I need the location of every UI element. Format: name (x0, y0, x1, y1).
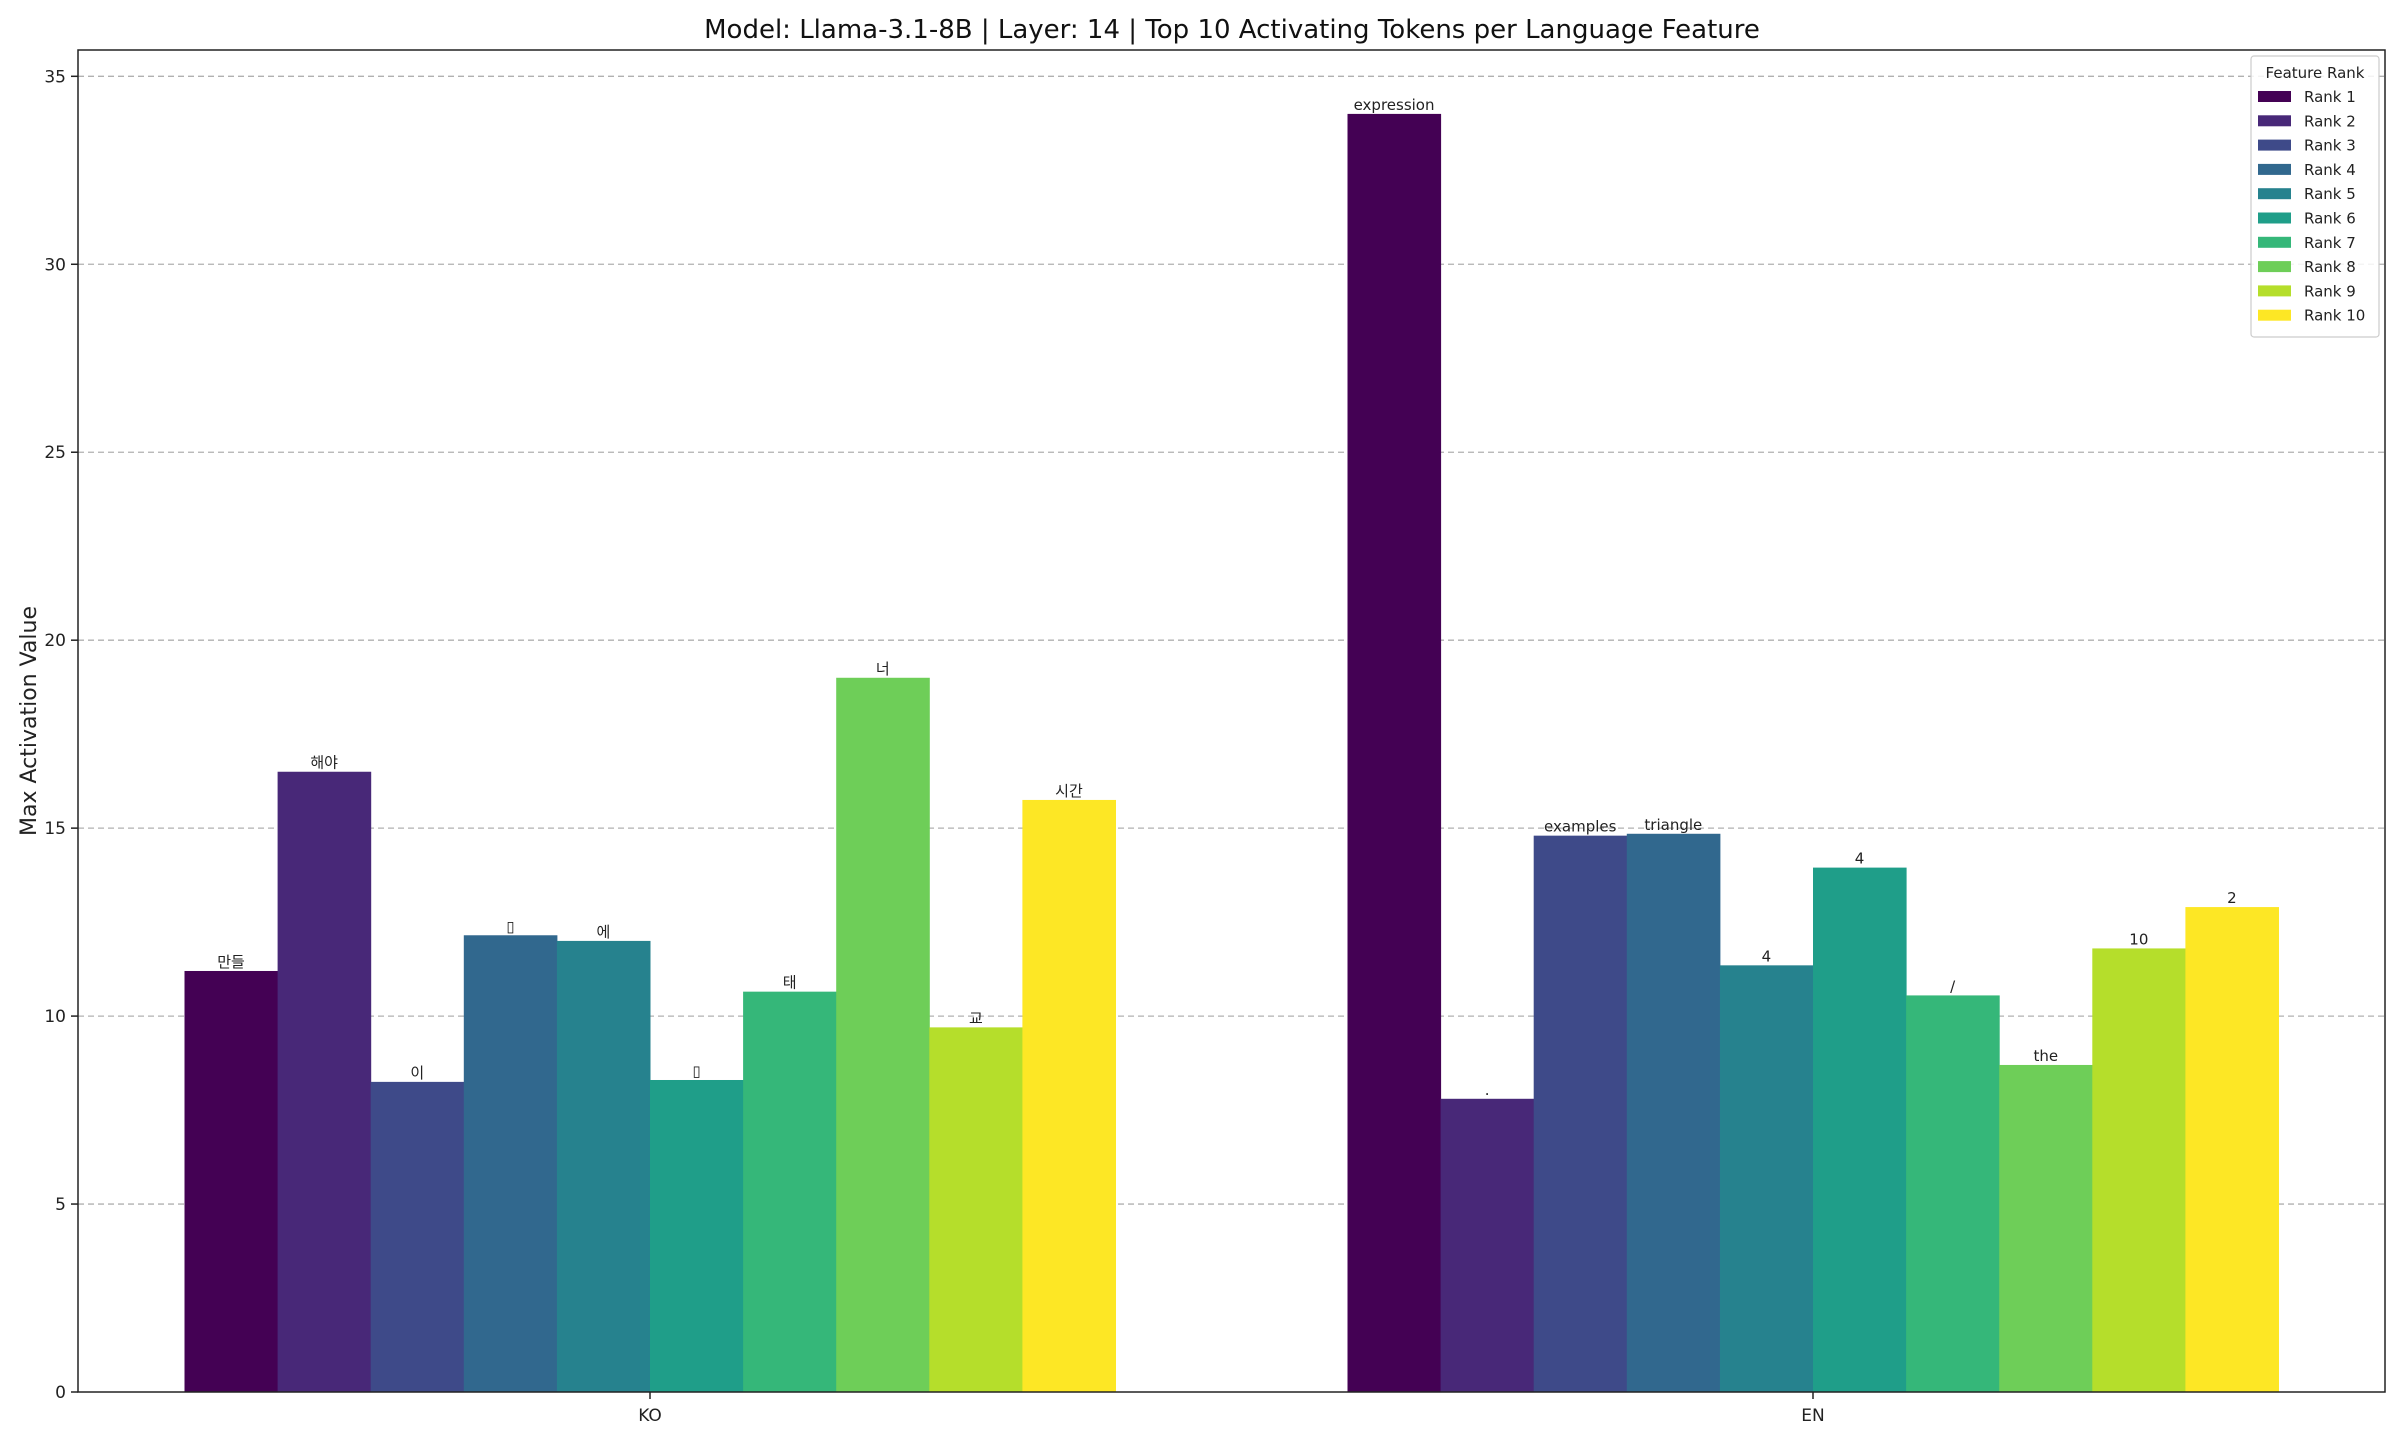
y-tick-label: 10 (44, 1007, 66, 1027)
legend: Feature Rank Rank 1 Rank 2 Rank 3 Rank 4 Rank… (2250, 55, 2380, 338)
legend-entry-label: Rank 1 (2304, 88, 2356, 106)
x-axis-ticks: KO EN (638, 1392, 1825, 1426)
bar-token-label: 만들 (217, 953, 245, 971)
legend-entry-label: Rank 6 (2304, 210, 2356, 228)
legend-entry-label: Rank 7 (2304, 234, 2356, 252)
bar-token-label: the (2033, 1047, 2058, 1065)
bar (1533, 835, 1628, 1392)
legend-entry-label: Rank 5 (2304, 185, 2356, 203)
legend-swatch (2258, 91, 2291, 102)
legend-entry-label: Rank 4 (2304, 161, 2356, 179)
bar (1719, 965, 1814, 1392)
legend-entry-label: Rank 10 (2304, 307, 2365, 325)
bar-token-label: . (1485, 1081, 1490, 1099)
bar-token-label: 4 (1855, 850, 1865, 868)
legend-swatch (2258, 139, 2291, 151)
bar-token-label: ▯ (506, 917, 514, 935)
legend-entry-label: Rank 8 (2304, 258, 2356, 276)
legend-entry-label: Rank 3 (2304, 137, 2356, 155)
bar (2092, 948, 2186, 1392)
bar (1022, 799, 1116, 1392)
y-tick-label: 0 (55, 1383, 66, 1403)
x-tick-label: KO (638, 1406, 662, 1426)
bar (1906, 995, 2000, 1392)
bar-token-labels: 만들 expression 해야. 이 examples ▯ triangle 에 4 ▯ 4 태 / 너… (217, 96, 2236, 1099)
y-tick-label: 20 (44, 631, 66, 651)
bar-token-label: expression (1354, 96, 1435, 114)
y-axis-label: Max Activation Value (17, 606, 42, 836)
grid-lines (78, 75, 2385, 1205)
bar (184, 970, 279, 1392)
bar (2185, 907, 2279, 1392)
x-tick-label: EN (1801, 1406, 1824, 1426)
bar-token-label: ▯ (692, 1062, 700, 1080)
bar-series (184, 113, 2279, 1392)
bar (743, 991, 837, 1392)
legend-swatch (2258, 115, 2291, 127)
legend-swatch (2258, 309, 2291, 321)
bar-token-label: 에 (597, 923, 611, 941)
y-tick-label: 15 (44, 819, 66, 839)
legend-swatch (2258, 212, 2291, 224)
bar-token-label: / (1950, 977, 1956, 995)
bar-token-label: 2 (2227, 889, 2237, 907)
bar (650, 1079, 744, 1392)
y-tick-label: 25 (44, 443, 66, 463)
bar (929, 1027, 1023, 1392)
bar-token-label: triangle (1644, 816, 1702, 834)
bar-token-label: 이 (410, 1064, 424, 1082)
bar (556, 940, 651, 1392)
bar (370, 1081, 465, 1392)
legend-swatch (2258, 261, 2291, 273)
legend-swatch (2258, 188, 2291, 200)
bar (1347, 113, 1442, 1392)
y-axis-ticks: 0 5 10 15 20 25 30 35 (44, 67, 78, 1403)
y-tick-label: 30 (44, 255, 66, 275)
legend-swatch (2258, 285, 2291, 297)
bar (1813, 867, 1907, 1392)
y-tick-label: 35 (44, 67, 66, 87)
legend-swatch (2258, 163, 2291, 175)
bar (836, 677, 930, 1392)
y-tick-label: 5 (55, 1195, 66, 1215)
bar-token-label: 해야 (310, 754, 338, 772)
bar (1999, 1064, 2093, 1392)
legend-swatch (2258, 236, 2291, 248)
legend-title: Feature Rank (2266, 64, 2365, 82)
bar-token-label: 4 (1762, 947, 1772, 965)
bar-token-label: 시간 (1055, 782, 1083, 800)
bar-token-label: 너 (876, 660, 890, 678)
plot-area-frame (77, 49, 2386, 1393)
bar (1440, 1098, 1535, 1392)
bar-token-label: 10 (2129, 930, 2148, 948)
legend-entry-label: Rank 9 (2304, 282, 2356, 300)
bar (463, 935, 558, 1392)
bar (1626, 833, 1721, 1392)
chart-title: Model: Llama-3.1-8B | Layer: 14 | Top 10… (704, 15, 1760, 45)
bar-token-label: 교 (969, 1009, 983, 1027)
bar-token-label: examples (1544, 818, 1617, 836)
bar-token-label: 태 (783, 974, 797, 992)
bar (277, 771, 372, 1392)
legend-entry-label: Rank 2 (2304, 112, 2356, 130)
